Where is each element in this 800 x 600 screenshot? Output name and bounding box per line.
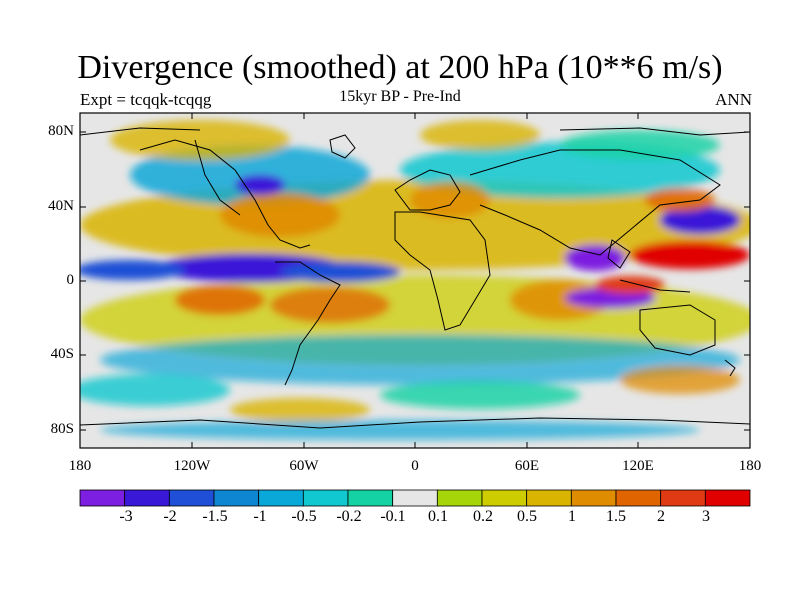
colorbar-box bbox=[660, 489, 706, 507]
lat-label-80n: 80N bbox=[48, 123, 74, 139]
colorbar-box bbox=[124, 489, 170, 507]
colorbar-box bbox=[704, 489, 751, 507]
colorbar-label: -0.5 bbox=[291, 508, 317, 525]
lon-label-180w: 180 bbox=[68, 458, 92, 474]
lon-label-180e: 180 bbox=[738, 458, 762, 474]
colorbar-label: 1 bbox=[568, 508, 576, 525]
colorbar-label: 3 bbox=[702, 508, 710, 525]
lon-label-120w: 120W bbox=[173, 458, 211, 474]
colorbar-box bbox=[436, 489, 483, 507]
lon-label-60e: 60E bbox=[514, 458, 540, 474]
colorbar-box bbox=[79, 489, 126, 507]
colorbar-label: -3 bbox=[119, 508, 133, 525]
colorbar-box bbox=[347, 489, 394, 507]
lat-label-80s: 80S bbox=[50, 421, 74, 437]
colorbar-label: 0.1 bbox=[428, 508, 448, 525]
colorbar-label: 0.2 bbox=[473, 508, 493, 525]
period-label: 15kyr BP - Pre-Ind bbox=[339, 88, 461, 105]
colorbar bbox=[79, 489, 751, 507]
lat-label-40n: 40N bbox=[48, 198, 74, 214]
lon-label-0: 0 bbox=[411, 458, 419, 474]
colorbar-label: 1.5 bbox=[606, 508, 626, 525]
colorbar-label: -0.2 bbox=[336, 508, 362, 525]
colorbar-label: -0.1 bbox=[380, 508, 406, 525]
lon-label-120e: 120E bbox=[622, 458, 654, 474]
colorbar-box bbox=[570, 489, 617, 507]
experiment-label: Expt = tcqqk-tcqqg bbox=[80, 90, 212, 109]
coastlines bbox=[80, 127, 750, 429]
colorbar-label: -2 bbox=[163, 508, 177, 525]
colorbar-box bbox=[168, 489, 215, 507]
colorbar-box bbox=[213, 489, 260, 507]
colorbar-label: -1 bbox=[253, 508, 267, 525]
lat-label-0: 0 bbox=[66, 272, 75, 288]
divergence-field bbox=[80, 113, 750, 448]
colorbar-label: 0.5 bbox=[517, 508, 537, 525]
axis-ticks bbox=[80, 113, 750, 448]
season-label: ANN bbox=[715, 90, 752, 109]
colorbar-label: -1.5 bbox=[202, 508, 228, 525]
colorbar-label: 2 bbox=[657, 508, 665, 525]
colorbar-box bbox=[302, 489, 349, 507]
colorbar-box bbox=[526, 489, 572, 507]
colorbar-box bbox=[481, 489, 528, 507]
plot-title: Divergence (smoothed) at 200 hPa (10**6 … bbox=[77, 49, 723, 86]
colorbar-box bbox=[258, 489, 304, 507]
lon-label-60w: 60W bbox=[289, 458, 319, 474]
colorbar-box bbox=[615, 489, 662, 507]
lat-label-40s: 40S bbox=[50, 346, 74, 362]
colorbar-box bbox=[392, 489, 438, 507]
